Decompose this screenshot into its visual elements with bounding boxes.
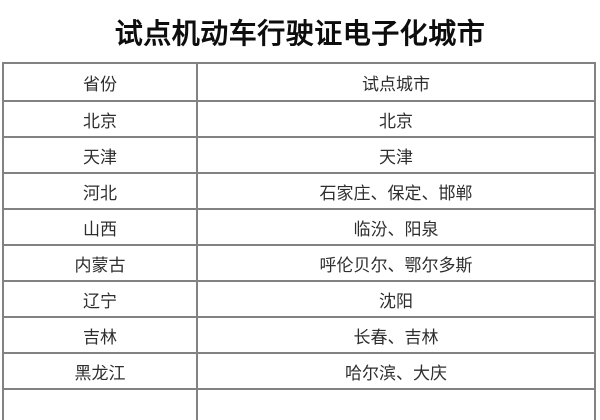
table-row: 山西 临汾、阳泉 [2,208,596,246]
pilot-cities-table: 省份 试点城市 北京 北京 天津 天津 河北 石家庄、保定、邯郸 山西 临汾、阳… [2,62,596,420]
page-title: 试点机动车行驶证电子化城市 [114,17,486,50]
province-cell: 河北 [2,172,198,210]
province-cell: 吉林 [2,316,198,354]
cities-cell: 北京 [196,100,596,138]
cities-cell: 天津 [196,136,596,174]
cities-cell: 沈阳 [196,280,596,318]
table-row-partial [2,388,596,420]
header-cell-province: 省份 [2,62,198,102]
cities-cell: 石家庄、保定、邯郸 [196,172,596,210]
table-header-row: 省份 试点城市 [2,62,596,102]
province-cell: 天津 [2,136,198,174]
table-row: 河北 石家庄、保定、邯郸 [2,172,596,210]
table-row: 吉林 长春、吉林 [2,316,596,354]
table-row: 北京 北京 [2,100,596,138]
table-row: 辽宁 沈阳 [2,280,596,318]
cities-cell: 临汾、阳泉 [196,208,596,246]
cities-cell: 呼伦贝尔、鄂尔多斯 [196,244,596,282]
province-cell: 北京 [2,100,198,138]
province-cell: 山西 [2,208,198,246]
table-row: 黑龙江 哈尔滨、大庆 [2,352,596,390]
province-cell [2,388,198,420]
cities-cell: 哈尔滨、大庆 [196,352,596,390]
province-cell: 内蒙古 [2,244,198,282]
cities-cell: 长春、吉林 [196,316,596,354]
header-cell-cities: 试点城市 [196,62,596,102]
table-row: 天津 天津 [2,136,596,174]
cities-cell [196,388,596,420]
table-row: 内蒙古 呼伦贝尔、鄂尔多斯 [2,244,596,282]
province-cell: 黑龙江 [2,352,198,390]
province-cell: 辽宁 [2,280,198,318]
